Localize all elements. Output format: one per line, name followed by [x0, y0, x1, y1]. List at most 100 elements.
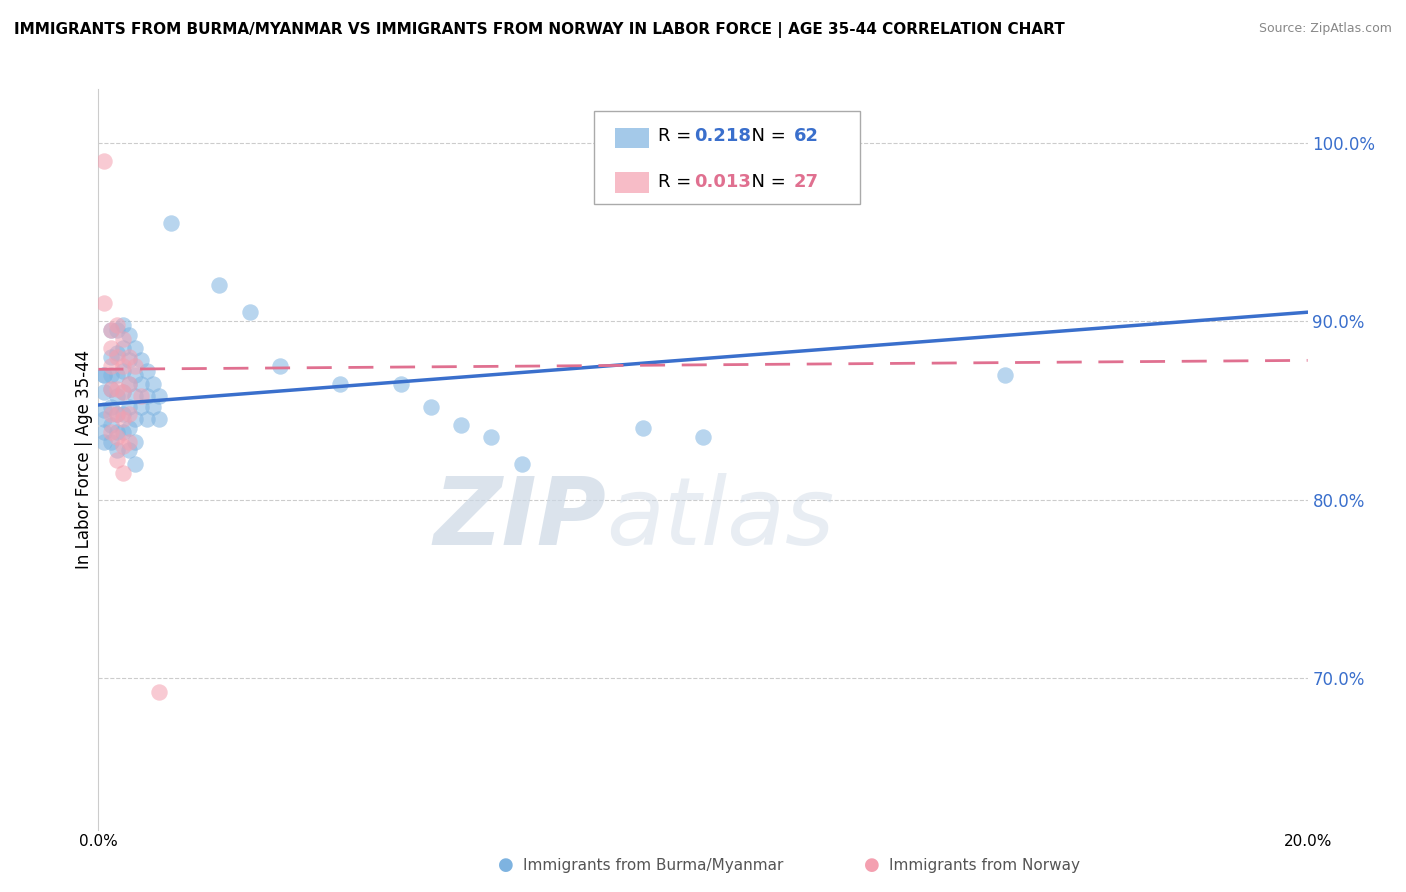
Point	[111, 407, 134, 421]
Point	[93, 403, 115, 417]
Point	[111, 359, 134, 373]
Point	[510, 457, 533, 471]
Point	[124, 359, 146, 373]
Point	[450, 417, 472, 432]
Point	[111, 425, 134, 439]
Point	[105, 442, 128, 457]
Text: 0.218: 0.218	[695, 127, 752, 145]
Point	[100, 382, 122, 396]
Text: ZIP: ZIP	[433, 473, 606, 565]
Point	[148, 412, 170, 426]
Point	[118, 328, 141, 343]
Point	[389, 376, 412, 391]
Point	[124, 368, 146, 382]
Point	[93, 425, 115, 439]
Point	[105, 350, 128, 364]
Text: 0.013: 0.013	[695, 173, 751, 191]
Point	[135, 389, 157, 403]
Point	[129, 389, 152, 403]
Point	[124, 341, 146, 355]
Point	[105, 382, 128, 396]
Point	[118, 376, 141, 391]
Point	[135, 364, 157, 378]
Point	[100, 323, 122, 337]
Point	[100, 407, 122, 421]
Text: 62: 62	[793, 127, 818, 145]
Point	[105, 407, 128, 421]
Point	[93, 368, 115, 382]
Point	[111, 332, 134, 346]
Point	[100, 359, 122, 373]
Text: R =: R =	[658, 127, 697, 145]
Point	[111, 385, 134, 400]
Point	[118, 350, 141, 364]
Point	[135, 412, 157, 426]
Point	[118, 421, 141, 435]
Point	[105, 430, 128, 444]
Point	[100, 350, 122, 364]
Point	[105, 368, 128, 382]
Point	[329, 376, 352, 391]
Text: ●: ●	[863, 856, 880, 874]
Point	[269, 359, 291, 373]
Point	[100, 417, 122, 432]
Point	[111, 466, 134, 480]
Point	[481, 430, 503, 444]
Point	[100, 341, 122, 355]
Point	[100, 323, 122, 337]
Point	[93, 153, 115, 168]
Point	[692, 430, 714, 444]
Text: N =: N =	[741, 173, 792, 191]
Point	[111, 318, 134, 332]
Point	[124, 412, 146, 426]
Point	[129, 353, 152, 368]
Point	[93, 368, 115, 382]
Text: Immigrants from Burma/Myanmar: Immigrants from Burma/Myanmar	[523, 858, 783, 872]
Text: 27: 27	[793, 173, 818, 191]
Bar	[614, 172, 648, 193]
Point	[111, 412, 134, 426]
Point	[148, 685, 170, 699]
Point	[118, 407, 141, 421]
Text: N =: N =	[741, 127, 792, 145]
Point	[93, 296, 115, 310]
Point	[124, 435, 146, 450]
Point	[105, 318, 128, 332]
Text: Source: ZipAtlas.com: Source: ZipAtlas.com	[1258, 22, 1392, 36]
Point	[111, 341, 134, 355]
Text: IMMIGRANTS FROM BURMA/MYANMAR VS IMMIGRANTS FROM NORWAY IN LABOR FORCE | AGE 35-: IMMIGRANTS FROM BURMA/MYANMAR VS IMMIGRA…	[14, 22, 1064, 38]
Point	[93, 435, 115, 450]
Text: atlas: atlas	[606, 473, 835, 564]
Point	[105, 346, 128, 360]
Point	[239, 305, 262, 319]
Point	[105, 389, 128, 403]
Point	[93, 385, 115, 400]
Point	[124, 457, 146, 471]
Point	[129, 376, 152, 391]
Point	[111, 439, 134, 453]
Point	[105, 407, 128, 421]
Point	[105, 323, 128, 337]
Point	[118, 400, 141, 414]
Text: ●: ●	[498, 856, 515, 874]
Point	[105, 425, 128, 439]
Point	[420, 400, 443, 414]
Point	[142, 376, 165, 391]
Point	[118, 435, 141, 450]
Point	[118, 353, 141, 368]
Y-axis label: In Labor Force | Age 35-44: In Labor Force | Age 35-44	[75, 350, 93, 569]
Point	[100, 435, 122, 450]
Text: Immigrants from Norway: Immigrants from Norway	[889, 858, 1080, 872]
Point	[160, 216, 183, 230]
Point	[111, 364, 134, 378]
Point	[994, 368, 1017, 382]
Point	[129, 400, 152, 414]
Text: R =: R =	[658, 173, 697, 191]
Point	[100, 425, 122, 439]
Point	[631, 421, 654, 435]
Point	[124, 389, 146, 403]
Point	[100, 400, 122, 414]
Point	[142, 400, 165, 414]
Point	[105, 453, 128, 467]
Point	[118, 376, 141, 391]
